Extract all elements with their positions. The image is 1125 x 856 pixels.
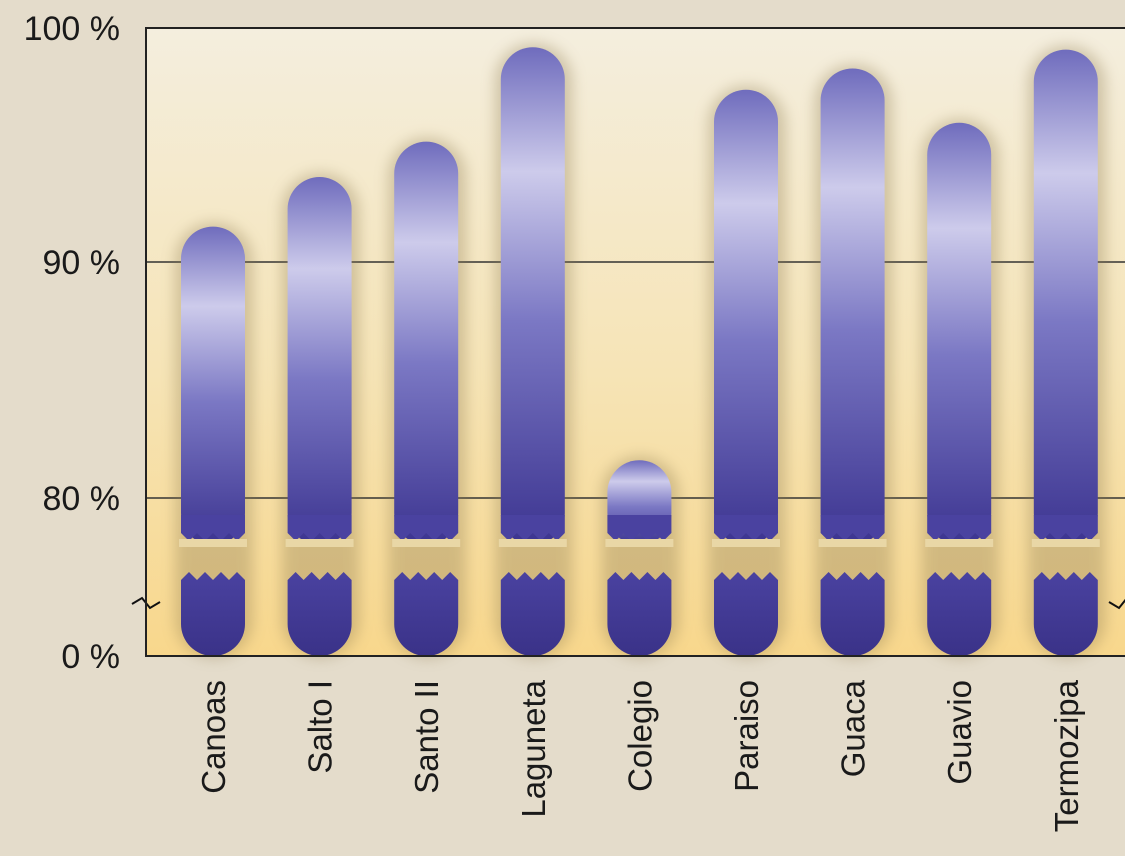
bar-guavio [921,118,1000,658]
bar-laguneta [494,43,573,659]
bar-upper-segment [394,141,459,545]
bar-break-gap [605,539,674,547]
bar-break-edge-top [1033,515,1098,541]
bar-salto-i [281,173,360,659]
axis-break-mark-right [1108,598,1125,610]
bar-colegio [601,456,680,658]
bar-upper-segment [181,226,245,545]
bar-canoas [175,222,253,658]
bar-lower-segment [927,572,992,656]
x-tick-label-colegio: Colegio [621,680,658,792]
bar-lower-segment [394,572,459,656]
x-tick-label-laguneta: Laguneta [515,679,552,817]
y-tick-label-80: 80 % [43,480,121,518]
bar-break-edge-top [714,515,778,541]
bar-lower-segment [181,572,245,656]
bar-break-gap [1031,539,1100,547]
y-tick-label-0: 0 % [61,638,120,676]
bar-lower-segment [287,572,352,656]
bar-lower-segment [820,572,885,656]
bar-lower-segment [607,572,672,656]
bar-break-gap [179,539,247,547]
bar-paraiso [708,85,786,659]
bar-break-gap [285,539,354,547]
bar-termozipa [1027,45,1106,659]
bar-break-gap [392,539,461,547]
bar-lower-segment [714,572,778,656]
bar-santo-ii [388,137,467,658]
bar-upper-segment [820,68,885,545]
x-tick-label-paraiso: Paraiso [728,680,765,792]
bar-break-edge-top [607,515,672,541]
bar-break-edge-top [927,515,992,541]
bar-upper-segment [927,122,992,545]
bar-lower-segment [500,572,565,656]
bar-guaca [814,64,893,659]
bar-upper-segment [714,89,778,545]
plot-frame [145,27,1125,657]
bar-break-edge-top [394,515,459,541]
bar-upper-segment [500,47,565,546]
bar-lower-segment [1033,572,1098,656]
x-tick-label-canoas: Canoas [195,680,232,794]
bar-break-edge-top [287,515,352,541]
bar-upper-segment [287,177,352,546]
bar-break-edge-top [500,515,565,541]
x-tick-label-termozipa: Termozipa [1048,679,1085,832]
x-tick-label-salto-i: Salto I [302,680,339,774]
bar-break-gap [712,539,780,547]
x-tick-label-guaca: Guaca [835,679,872,777]
bar-upper-segment [1033,49,1098,545]
y-tick-label-90: 90 % [43,244,121,282]
bar-break-gap [818,539,887,547]
x-tick-label-santo-ii: Santo II [408,680,445,794]
bar-break-gap [925,539,994,547]
bar-break-edge-top [820,515,885,541]
bar-break-gap [498,539,567,547]
x-tick-label-guavio: Guavio [941,680,978,785]
bar-break-edge-top [181,515,245,541]
y-tick-label-100: 100 % [24,10,120,48]
